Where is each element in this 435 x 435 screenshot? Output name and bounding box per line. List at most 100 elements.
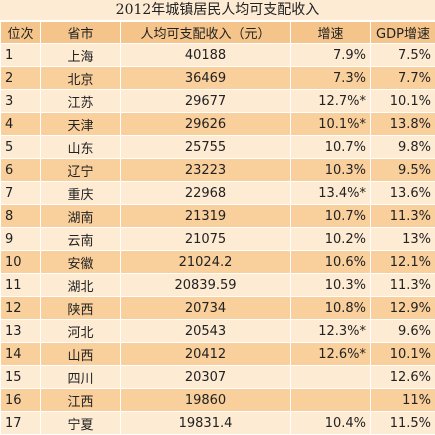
- table-cell: 13.4%*: [291, 182, 371, 205]
- table-cell: 陕西: [41, 297, 121, 320]
- table-cell: 7: [1, 182, 41, 205]
- title: 2012年城镇居民人均可支配收入: [0, 0, 435, 21]
- header-cell: 增速: [291, 22, 371, 44]
- table-cell: 12.3%*: [291, 320, 371, 343]
- header-cell: 人均可支配收入（元）: [121, 22, 291, 44]
- table-cell: 10.6%: [291, 251, 371, 274]
- table-cell: 13.8%: [371, 113, 435, 136]
- header-cell: 位次: [1, 22, 41, 44]
- table-cell: 21075: [121, 228, 291, 251]
- header-cell: GDP增速: [371, 22, 435, 44]
- table-cell: 20412: [121, 343, 291, 366]
- table-cell: 10.1%*: [291, 113, 371, 136]
- table-cell: 25755: [121, 136, 291, 159]
- table-cell: 4: [1, 113, 41, 136]
- table-cell: 上海: [41, 44, 121, 67]
- table-cell: 10.7%: [291, 205, 371, 228]
- table-cell: 7.3%: [291, 67, 371, 90]
- table-cell: 17: [1, 412, 41, 435]
- table-cell: 北京: [41, 67, 121, 90]
- table-cell: [291, 389, 371, 412]
- table-cell: 9.5%: [371, 159, 435, 182]
- table-cell: 宁夏: [41, 412, 121, 435]
- table-cell: 9: [1, 228, 41, 251]
- table-cell: 10: [1, 251, 41, 274]
- table-cell: 7.5%: [371, 44, 435, 67]
- table-cell: 29626: [121, 113, 291, 136]
- table-cell: 1: [1, 44, 41, 67]
- table-cell: 12.1%: [371, 251, 435, 274]
- table-cell: 10.7%: [291, 136, 371, 159]
- table-cell: 12.7%*: [291, 90, 371, 113]
- table-cell: 天津: [41, 113, 121, 136]
- table-cell: 20543: [121, 320, 291, 343]
- table-cell: 山东: [41, 136, 121, 159]
- table-cell: 10.4%: [291, 412, 371, 435]
- header-cell: 省市: [41, 22, 121, 44]
- table-cell: 19860: [121, 389, 291, 412]
- table-cell: 云南: [41, 228, 121, 251]
- table-cell: 10.1%: [371, 90, 435, 113]
- table-cell: 29677: [121, 90, 291, 113]
- table-cell: 6: [1, 159, 41, 182]
- table-cell: 2: [1, 67, 41, 90]
- table-cell: 10.2%: [291, 228, 371, 251]
- table-cell: 10.8%: [291, 297, 371, 320]
- table-cell: 12.6%*: [291, 343, 371, 366]
- table-cell: 16: [1, 389, 41, 412]
- table-cell: 5: [1, 136, 41, 159]
- table-cell: 11%: [371, 389, 435, 412]
- table-cell: 12.9%: [371, 297, 435, 320]
- table-cell: 19831.4: [121, 412, 291, 435]
- table-cell: 10.3%: [291, 159, 371, 182]
- table-cell: 20307: [121, 366, 291, 389]
- table-cell: 11.3%: [371, 274, 435, 297]
- table-cell: 21319: [121, 205, 291, 228]
- table-cell: 40188: [121, 44, 291, 67]
- table-cell: 14: [1, 343, 41, 366]
- table-cell: 山西: [41, 343, 121, 366]
- table-cell: 安徽: [41, 251, 121, 274]
- table-cell: 四川: [41, 366, 121, 389]
- table-cell: 湖北: [41, 274, 121, 297]
- table-cell: 11.5%: [371, 412, 435, 435]
- table-cell: 3: [1, 90, 41, 113]
- table-cell: 湖南: [41, 205, 121, 228]
- table-cell: 7.9%: [291, 44, 371, 67]
- table-cell: 江苏: [41, 90, 121, 113]
- table-cell: 辽宁: [41, 159, 121, 182]
- table-cell: 重庆: [41, 182, 121, 205]
- table-cell: 15: [1, 366, 41, 389]
- table-cell: 10.3%: [291, 274, 371, 297]
- table-cell: 7.7%: [371, 67, 435, 90]
- table-cell: 22968: [121, 182, 291, 205]
- table-cell: 13.6%: [371, 182, 435, 205]
- table-cell: 12.6%: [371, 366, 435, 389]
- table-cell: 9.8%: [371, 136, 435, 159]
- table-cell: 20839.59: [121, 274, 291, 297]
- table-cell: 11.3%: [371, 205, 435, 228]
- table-cell: 江西: [41, 389, 121, 412]
- table-cell: 8: [1, 205, 41, 228]
- table-cell: 11: [1, 274, 41, 297]
- table-cell: [291, 366, 371, 389]
